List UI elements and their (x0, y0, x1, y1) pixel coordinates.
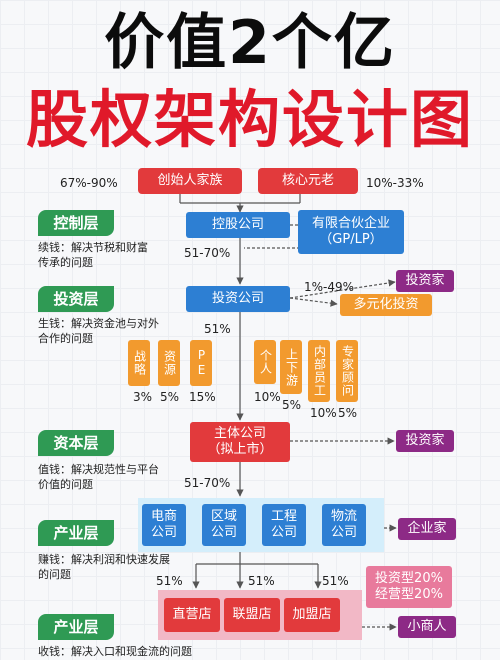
subsidiary-engineering-line1: 工程 (270, 508, 297, 524)
subsidiary-logistics-line2: 公司 (330, 525, 357, 540)
shareholder-strategy: 战略 (128, 340, 150, 386)
shareholder-individual-pct: 10% (254, 390, 281, 404)
small-merchant-box: 小商人 (398, 616, 456, 638)
shareholder-employees-pct: 10% (310, 406, 337, 420)
subsidiary-engineering: 工程 公司 (262, 504, 306, 546)
investment-type-note-line1: 投资型20% (375, 570, 443, 586)
shareholder-supply-chain: 上下游 (280, 340, 302, 394)
industry-layer-desc-1: 赚钱：解决利润和快速发展 的问题 (38, 552, 170, 582)
store-pct-2: 51% (248, 574, 275, 588)
founder-family-pct: 67%-90% (60, 176, 118, 190)
subsidiary-regional-line2: 公司 (210, 525, 237, 540)
control-layer-label: 控制层 (38, 210, 114, 236)
invest-down-pct: 51% (204, 322, 231, 336)
store-pct-3: 51% (322, 574, 349, 588)
entrepreneur-box: 企业家 (398, 518, 456, 540)
capital-layer-label: 资本层 (38, 430, 114, 456)
store-direct: 直营店 (164, 598, 220, 632)
shareholder-supply-chain-pct: 5% (282, 398, 302, 412)
founder-family-box: 创始人家族 (138, 168, 242, 194)
main-company-line1: 主体公司 (213, 425, 266, 441)
invest-layer-desc-line1: 生钱：解决资金池与对外 (38, 317, 159, 330)
subsidiary-engineering-line2: 公司 (270, 525, 297, 540)
store-alliance: 联盟店 (224, 598, 280, 632)
store-franchise: 加盟店 (284, 598, 340, 632)
industry-layer-desc-1-line2: 的问题 (38, 568, 71, 581)
control-layer-desc-line1: 续钱：解决节税和财富 (38, 241, 148, 254)
industry-layer-label-2: 产业层 (38, 614, 114, 640)
shareholder-strategy-pct: 3% (133, 390, 153, 404)
holding-pct: 51-70% (184, 246, 231, 260)
industry-layer-desc-1-line1: 赚钱：解决利润和快速发展 (38, 553, 170, 566)
capital-layer-desc: 值钱：解决规范性与平台 价值的问题 (38, 462, 159, 492)
investor-box-1: 投资家 (396, 270, 454, 292)
shareholder-employees: 内部员工 (308, 340, 330, 402)
subsidiary-logistics-line1: 物流 (330, 508, 357, 524)
shareholder-resource-pct: 5% (160, 390, 180, 404)
industry-layer-label-1: 产业层 (38, 520, 114, 546)
shareholder-resource: 资源 (158, 340, 180, 386)
main-company-box: 主体公司 （拟上市） (190, 422, 290, 462)
invest-right-pct: 1%-49% (304, 280, 355, 294)
partnership-line1: 有限合伙企业 (311, 215, 390, 231)
shareholder-individual: 个人 (254, 340, 276, 384)
main-down-pct: 51-70% (184, 476, 231, 490)
partnership-line2: （GP/LP） (319, 232, 383, 247)
industry-layer-desc-2: 收钱：解决入口和现金流的问题 (38, 645, 192, 658)
investment-type-note-line2: 经营型20% (375, 587, 443, 602)
subsidiary-ecommerce-line2: 公司 (150, 525, 177, 540)
shareholder-pe-pct: 15% (189, 390, 216, 404)
core-veterans-pct: 10%-33% (366, 176, 424, 190)
page-title-line2: 股权架构设计图 (25, 83, 474, 156)
shareholder-advisors: 专家顾问 (336, 340, 358, 402)
investor-box-2: 投资家 (396, 430, 454, 452)
subsidiary-logistics: 物流 公司 (322, 504, 366, 546)
capital-layer-desc-line1: 值钱：解决规范性与平台 (38, 463, 159, 476)
main-company-line2: （拟上市） (207, 442, 273, 457)
invest-layer-label: 投资层 (38, 286, 114, 312)
shareholder-advisors-pct: 5% (338, 406, 358, 420)
core-veterans-box: 核心元老 (258, 168, 358, 194)
subsidiary-ecommerce-line1: 电商 (150, 508, 177, 524)
shareholder-pe: PE (190, 340, 212, 386)
invest-layer-desc: 生钱：解决资金池与对外 合作的问题 (38, 316, 159, 346)
control-layer-desc-line2: 传承的问题 (38, 256, 93, 269)
subsidiary-regional-line1: 区域 (210, 508, 237, 524)
store-pct-1: 51% (156, 574, 183, 588)
control-layer-desc: 续钱：解决节税和财富 传承的问题 (38, 240, 148, 270)
invest-company-box: 投资公司 (186, 286, 290, 312)
invest-layer-desc-line2: 合作的问题 (38, 332, 93, 345)
diversified-investment-box: 多元化投资 (340, 294, 432, 316)
page-title-line1: 价值2个亿 (104, 8, 396, 78)
subsidiary-ecommerce: 电商 公司 (142, 504, 186, 546)
investment-type-note: 投资型20% 经营型20% (366, 566, 452, 608)
capital-layer-desc-line2: 价值的问题 (38, 478, 93, 491)
partnership-box: 有限合伙企业 （GP/LP） (298, 210, 404, 254)
subsidiary-regional: 区域 公司 (202, 504, 246, 546)
holding-company-box: 控股公司 (186, 212, 290, 238)
